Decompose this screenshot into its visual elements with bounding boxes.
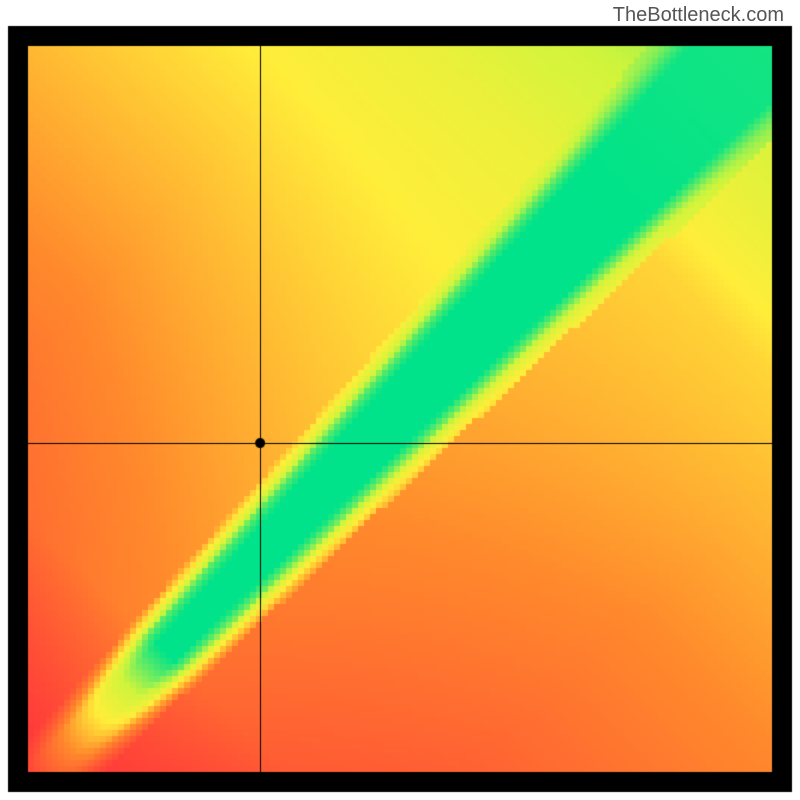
watermark-text: TheBottleneck.com bbox=[613, 4, 784, 27]
heatmap-canvas bbox=[0, 0, 800, 800]
bottleneck-heatmap-chart: TheBottleneck.com bbox=[0, 0, 800, 800]
